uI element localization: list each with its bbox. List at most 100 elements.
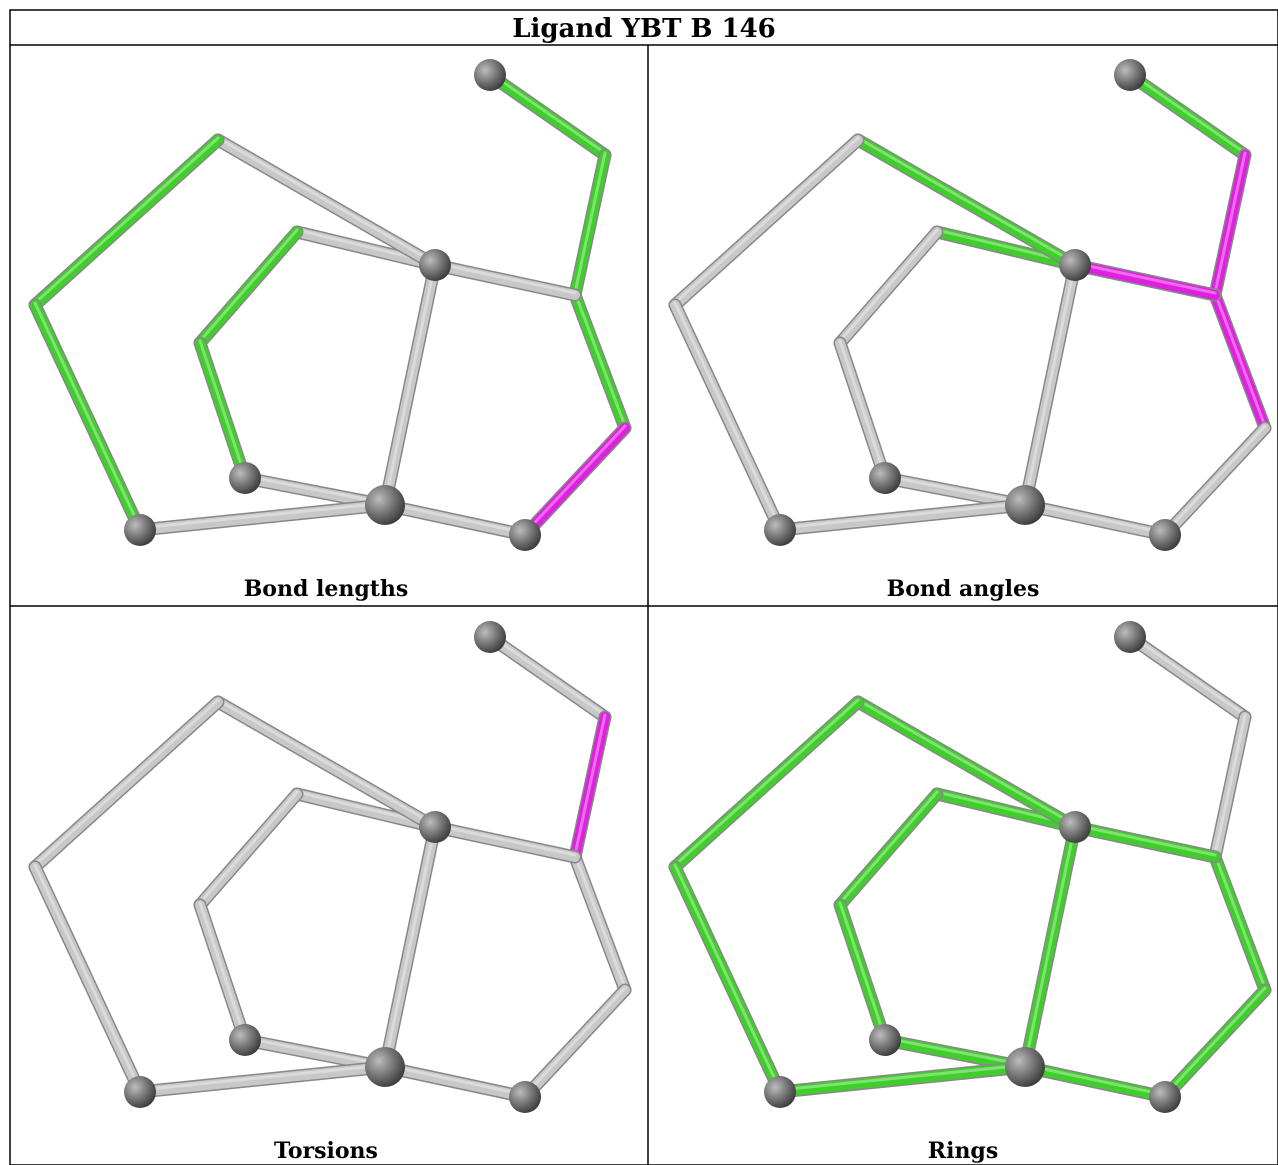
bond-highlight [243, 474, 387, 505]
bond-highlight [488, 71, 607, 155]
bond-highlight [1213, 291, 1267, 428]
bond-highlight [523, 424, 627, 535]
bond [1210, 712, 1250, 862]
bond-highlight [488, 633, 607, 717]
bond [380, 260, 440, 510]
bond [380, 1062, 530, 1102]
bond-highlight [573, 713, 607, 857]
bond [1210, 150, 1250, 300]
atom [1059, 249, 1091, 281]
bond [240, 1035, 390, 1072]
bond-highlight [673, 301, 782, 530]
bond-highlight [838, 339, 887, 478]
bond [1070, 822, 1220, 862]
bond [570, 290, 630, 433]
bond-highlight [198, 790, 299, 905]
bond [1160, 423, 1270, 540]
bond [1125, 70, 1250, 160]
bond [240, 473, 390, 510]
bond [1210, 852, 1270, 995]
bond [485, 632, 610, 722]
bond [670, 862, 785, 1097]
bond [835, 227, 942, 348]
atom [869, 1024, 901, 1056]
bond [853, 697, 1080, 832]
bond-highlight [1128, 633, 1247, 717]
bond-highlight [778, 501, 1027, 530]
bond [195, 227, 302, 348]
panel-caption: Torsions [274, 1138, 378, 1164]
bond [30, 862, 145, 1097]
bond [775, 1062, 1030, 1097]
bond-highlight [673, 698, 860, 867]
bond [570, 852, 630, 995]
bond-highlight [33, 301, 142, 530]
bond [1020, 1062, 1170, 1102]
bond-highlight [433, 261, 577, 295]
atom [419, 249, 451, 281]
bond [670, 135, 863, 310]
atom [229, 1024, 261, 1056]
table-border [9, 9, 1278, 1165]
atom [474, 621, 506, 653]
molecule-panel [28, 59, 632, 551]
bond [195, 900, 250, 1045]
bond-highlight [1073, 823, 1217, 857]
bond-highlight [1023, 501, 1167, 535]
bond-highlight [573, 853, 627, 990]
bond-highlight [838, 228, 939, 343]
bond-highlight [673, 136, 860, 305]
bond-highlight [1163, 986, 1267, 1097]
bond-highlight [856, 698, 1077, 827]
bond [1020, 500, 1170, 540]
atom [1149, 519, 1181, 551]
bond-highlight [573, 291, 627, 428]
bond [430, 822, 580, 862]
atom [229, 462, 261, 494]
bond-highlight [198, 339, 247, 478]
table-title: Ligand YBT B 146 [512, 14, 776, 44]
bond-highlight [243, 1036, 387, 1067]
bond-highlight [838, 790, 939, 905]
bond-highlight [216, 698, 437, 827]
bond [853, 135, 1080, 270]
atom [124, 1076, 156, 1108]
bond-highlight [383, 823, 437, 1067]
atom [869, 462, 901, 494]
atom [764, 1076, 796, 1108]
atom [764, 514, 796, 546]
bond [932, 227, 1080, 270]
bond [670, 300, 785, 535]
bond-highlight [433, 823, 577, 857]
atom [509, 519, 541, 551]
bond-highlight [1213, 151, 1247, 295]
bond [195, 338, 250, 483]
bond [1020, 260, 1080, 510]
bond-highlight [216, 136, 437, 265]
bond [292, 227, 440, 270]
bond [775, 500, 1030, 535]
bond [30, 697, 223, 872]
panel-caption: Bond angles [887, 576, 1040, 602]
bond-highlight [673, 863, 782, 1092]
bond-highlight [1023, 823, 1077, 1067]
bond [195, 789, 302, 910]
bond-highlight [856, 136, 1077, 265]
bond [1160, 985, 1270, 1102]
bond-highlight [883, 474, 1027, 505]
molecule-panel [668, 621, 1272, 1113]
atom [1005, 1047, 1045, 1087]
bond-highlight [383, 261, 437, 505]
bond [135, 1062, 390, 1097]
bond [1020, 822, 1080, 1072]
bond-highlight [198, 901, 247, 1040]
bond [30, 300, 145, 535]
atom [365, 485, 405, 525]
atom [124, 514, 156, 546]
atom [1005, 485, 1045, 525]
bond [880, 473, 1030, 510]
bond-highlight [33, 698, 220, 867]
bond-highlight [33, 863, 142, 1092]
bond [520, 423, 630, 540]
